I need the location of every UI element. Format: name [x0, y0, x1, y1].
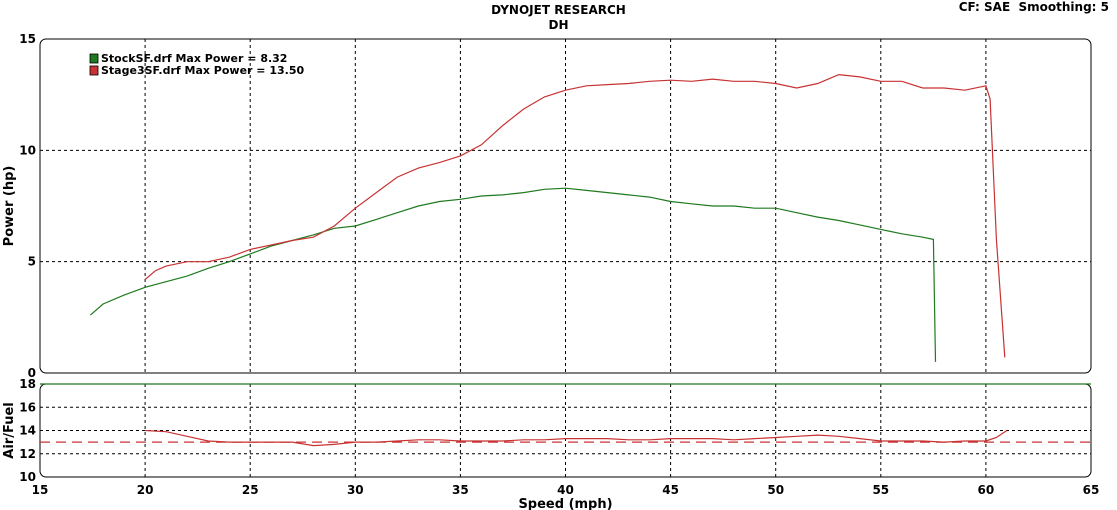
speed-tick-label: 60 — [978, 483, 995, 497]
speed-tick-label: 55 — [872, 483, 889, 497]
speed-axis-label: Speed (mph) — [518, 497, 612, 510]
settings-readout: CF: SAE Smoothing: 5 — [958, 0, 1109, 14]
speed-tick-label: 25 — [242, 483, 259, 497]
power-tick-label: 0 — [28, 366, 36, 380]
power-tick-label: 10 — [19, 143, 36, 157]
legend-swatch-stage3 — [89, 65, 99, 76]
airfuel-tick-label: 16 — [19, 400, 36, 414]
stock-power-line — [90, 187, 937, 362]
speed-tick-label: 40 — [557, 483, 574, 497]
speed-tick-label: 15 — [32, 483, 49, 497]
speed-tick-label: 30 — [347, 483, 364, 497]
speed-tick-label: 45 — [662, 483, 679, 497]
speed-tick-label: 65 — [1083, 483, 1100, 497]
stage3-airfuel-line — [145, 429, 1008, 447]
legend-label-stage3: Stage3SF.drf Max Power = 13.50 — [101, 64, 304, 77]
chart-title: DYNOJET RESEARCH — [491, 3, 626, 17]
speed-tick-label: 35 — [452, 483, 469, 497]
airfuel-tick-label: 18 — [19, 377, 36, 391]
stage3-power-line — [144, 73, 1006, 358]
speed-tick-label: 50 — [767, 483, 784, 497]
legend-label-stock: StockSF.drf Max Power = 8.32 — [101, 52, 287, 65]
airfuel-axis-label: Air/Fuel — [2, 402, 17, 458]
speed-tick-label: 20 — [137, 483, 154, 497]
airfuel-tick-label: 14 — [19, 424, 36, 438]
power-axis-label: Power (hp) — [2, 166, 17, 247]
legend-swatch-stock — [89, 53, 99, 64]
power-tick-label: 5 — [28, 255, 36, 269]
airfuel-tick-label: 10 — [19, 470, 36, 484]
airfuel-tick-label: 12 — [19, 447, 36, 461]
chart-subtitle: DH — [548, 18, 569, 32]
power-tick-label: 15 — [19, 32, 36, 46]
